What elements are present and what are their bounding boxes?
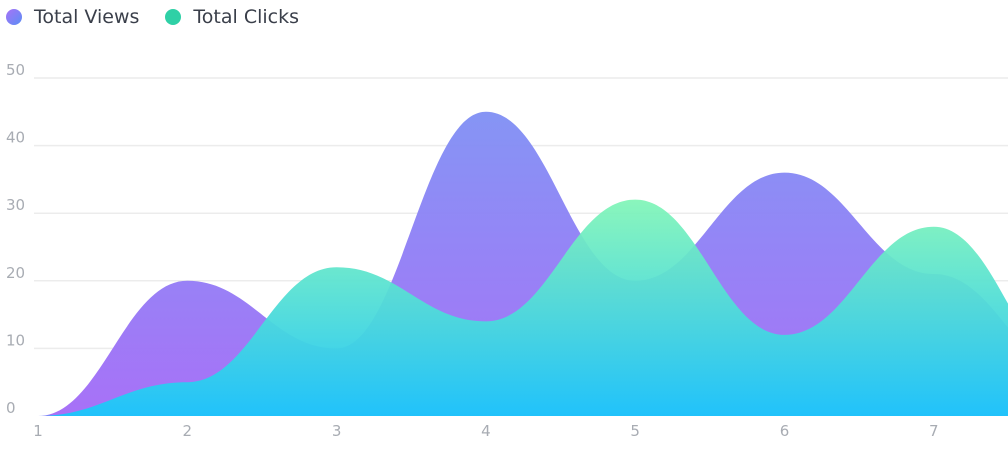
y-tick-label: 30 bbox=[6, 196, 25, 214]
legend-label-views: Total Views bbox=[34, 6, 140, 28]
y-tick-label: 40 bbox=[6, 129, 25, 147]
x-tick-label: 7 bbox=[929, 422, 939, 440]
area-series-total-clicks[interactable] bbox=[38, 199, 1008, 416]
x-tick-label: 2 bbox=[183, 422, 193, 440]
y-tick-label: 0 bbox=[6, 399, 16, 417]
x-tick-label: 4 bbox=[481, 422, 491, 440]
legend: Total Views Total Clicks bbox=[6, 6, 299, 28]
plot-areas bbox=[38, 111, 1008, 416]
x-tick-label: 3 bbox=[332, 422, 342, 440]
legend-item-clicks[interactable]: Total Clicks bbox=[165, 6, 299, 28]
y-tick-label: 20 bbox=[6, 264, 25, 282]
legend-item-views[interactable]: Total Views bbox=[6, 6, 139, 28]
y-axis: 0 10 20 30 40 50 bbox=[6, 61, 25, 417]
x-tick-label: 1 bbox=[33, 422, 43, 440]
y-tick-label: 10 bbox=[6, 331, 25, 349]
legend-label-clicks: Total Clicks bbox=[193, 6, 299, 28]
legend-dot-clicks bbox=[165, 9, 182, 25]
x-tick-label: 6 bbox=[780, 422, 790, 440]
y-tick-label: 50 bbox=[6, 61, 25, 79]
x-tick-label: 5 bbox=[630, 422, 640, 440]
x-axis: 1 2 3 4 5 6 7 bbox=[33, 422, 938, 440]
legend-dot-views bbox=[6, 9, 22, 25]
